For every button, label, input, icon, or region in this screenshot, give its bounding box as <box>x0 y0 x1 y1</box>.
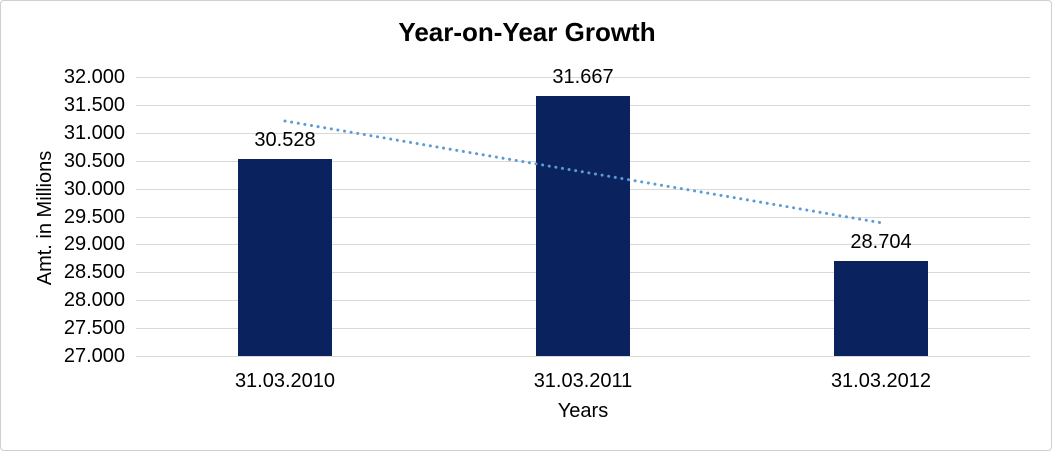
x-axis-tick-label: 31.03.2012 <box>830 370 932 392</box>
x-axis-tick-label: 31.03.2010 <box>234 370 336 392</box>
y-axis-tick-label: 30.000 <box>63 178 125 200</box>
gridline <box>136 356 1030 357</box>
y-axis-tick-label: 28.000 <box>63 289 125 311</box>
y-axis-tick-label: 31.500 <box>63 94 125 116</box>
bar-value-label: 30.528 <box>254 129 316 151</box>
x-axis-tick-label: 31.03.2011 <box>533 370 633 392</box>
y-axis-tick-label: 29.000 <box>63 233 125 255</box>
x-axis-title: Years <box>557 400 609 422</box>
bar-31.03.2010 <box>238 159 332 356</box>
gridline <box>136 77 1030 78</box>
y-axis-tick-label: 28.500 <box>63 261 125 283</box>
y-axis-tick-label: 30.500 <box>63 150 125 172</box>
y-axis-tick-label: 31.000 <box>63 122 125 144</box>
y-axis-tick-label: 29.500 <box>63 206 125 228</box>
bar-value-label: 31.667 <box>552 66 614 88</box>
bar-31.03.2011 <box>536 96 630 356</box>
bar-31.03.2012 <box>834 261 928 356</box>
y-axis-tick-label: 27.000 <box>63 345 125 367</box>
bar-value-label: 28.704 <box>850 231 912 253</box>
y-axis-tick-label: 32.000 <box>63 66 125 88</box>
chart-title: Year-on-Year Growth <box>398 17 656 47</box>
y-axis-tick-label: 27.500 <box>63 317 125 339</box>
